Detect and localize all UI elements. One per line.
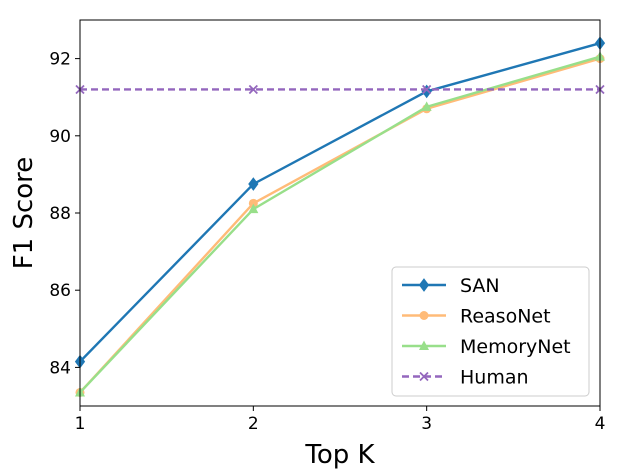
legend: SAN ReasoNet MemoryNet Human	[391, 266, 590, 397]
x-tick-label: 3	[421, 414, 432, 434]
x-tick-label: 1	[75, 414, 86, 434]
data-point-reasonet	[248, 198, 258, 208]
data-point-human	[248, 84, 258, 95]
y-tick-label: 92	[49, 50, 71, 70]
data-point-human	[422, 84, 432, 95]
series-line-san	[79, 42, 601, 363]
y-tick-label: 84	[49, 358, 71, 378]
x-tick-label: 2	[248, 414, 259, 434]
series-line-memorynet	[79, 55, 601, 394]
legend-label-reasonet: ReasoNet	[460, 306, 551, 328]
legend-box	[391, 266, 590, 397]
y-tick-label: 90	[49, 127, 71, 147]
data-point-memorynet	[421, 101, 432, 111]
legend-marker-memorynet	[419, 340, 429, 350]
data-point-memorynet	[248, 203, 259, 214]
x-tick-label: 4	[595, 414, 606, 434]
y-axis: 84 86 88 90 92	[49, 50, 80, 378]
legend-marker-san	[418, 278, 430, 292]
legend-label-memorynet: MemoryNet	[460, 336, 571, 358]
x-axis-label: Top K	[304, 440, 375, 470]
legend-label-human: Human	[460, 367, 529, 389]
y-tick-label: 86	[49, 281, 71, 301]
x-axis: 1 2 3 4	[75, 406, 606, 434]
y-axis-label: F1 Score	[9, 157, 39, 270]
series-line-reasonet	[79, 57, 601, 394]
legend-marker-reasonet	[419, 311, 429, 320]
y-tick-label: 88	[49, 204, 71, 224]
legend-marker-human	[419, 371, 429, 382]
data-point-san	[248, 177, 259, 191]
legend-label-san: SAN	[460, 275, 500, 297]
